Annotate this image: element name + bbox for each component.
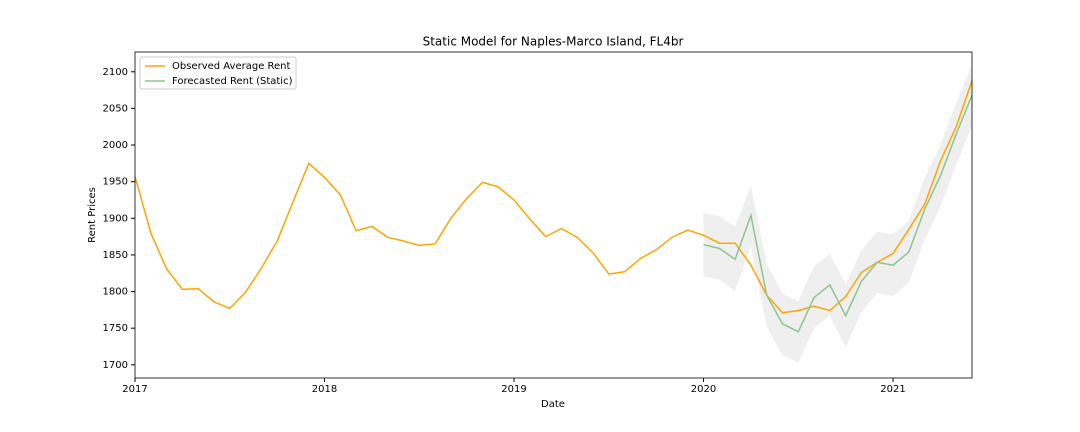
y-axis-label: Rent Prices: [87, 187, 98, 243]
y-tick-label: 2000: [103, 140, 128, 151]
y-tick-label: 1700: [103, 360, 128, 371]
x-axis-label: Date: [541, 399, 565, 410]
y-tick-label: 1950: [103, 177, 128, 188]
y-tick-label: 2050: [103, 103, 128, 114]
legend-box: [139, 56, 297, 90]
line: [134, 80, 973, 314]
y-tick-label: 2100: [103, 67, 128, 78]
x-tick-label: 2019: [501, 384, 526, 395]
x-tick-label: 2020: [691, 384, 716, 395]
plot-frame: [134, 51, 973, 379]
confidence-band: [703, 64, 972, 363]
legend-label: Forecasted Rent (Static): [172, 76, 293, 87]
y-tick-label: 1800: [103, 287, 128, 298]
x-tick-label: 2018: [312, 384, 337, 395]
legend-label: Observed Average Rent: [172, 61, 291, 72]
x-tick-label: 2021: [880, 384, 905, 395]
y-tick-label: 1850: [103, 250, 128, 261]
line: [703, 94, 973, 333]
y-tick-label: 1750: [103, 323, 128, 334]
y-tick-label: 1900: [103, 213, 128, 224]
x-tick-label: 2017: [122, 384, 147, 395]
chart-title: Static Model for Naples-Marco Island, FL…: [423, 35, 684, 49]
